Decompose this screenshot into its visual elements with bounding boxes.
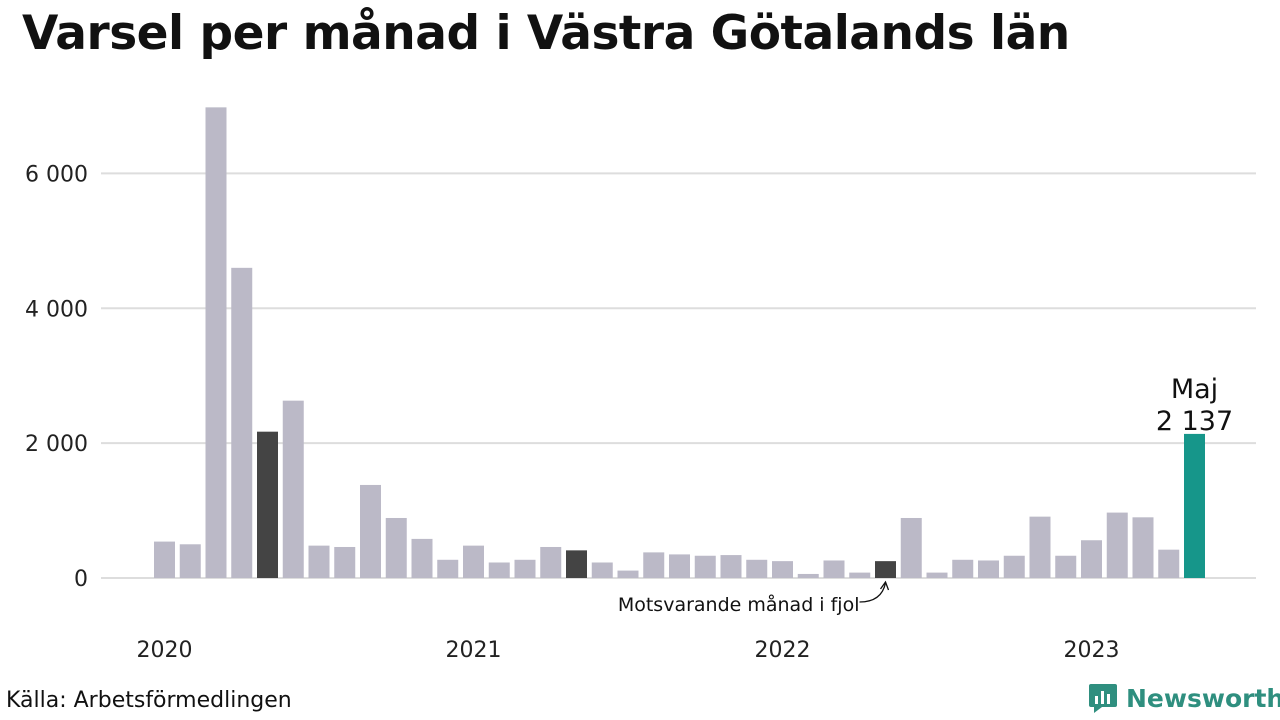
bar [463, 545, 484, 578]
bar [1132, 517, 1154, 578]
bar [746, 559, 768, 578]
bar [823, 560, 845, 578]
bar [282, 400, 304, 578]
bar [411, 538, 433, 578]
x-tick-label: 2023 [1064, 638, 1120, 663]
bar [978, 560, 999, 578]
bar [154, 541, 175, 578]
bar [1158, 549, 1180, 578]
bar [720, 555, 742, 578]
y-tick-label: 4 000 [25, 297, 88, 322]
annotation-text: Motsvarande månad i fjol [618, 593, 860, 616]
newsworthy-logo-icon [1089, 684, 1117, 713]
bar [617, 570, 639, 578]
source-note: Källa: Arbetsförmedlingen [6, 688, 292, 713]
bar [849, 572, 871, 578]
bar [385, 517, 407, 578]
bar [694, 555, 716, 578]
bar [334, 546, 356, 578]
bar [1055, 555, 1077, 578]
bar [669, 554, 690, 578]
bar [875, 561, 896, 578]
bar [437, 559, 459, 578]
y-tick-label: 0 [74, 567, 88, 592]
chart-title: Varsel per månad i Västra Götalands län [22, 6, 1070, 61]
brand-logo: Newsworthy [1088, 683, 1280, 713]
x-tick-label: 2021 [446, 638, 502, 663]
x-tick-label: 2022 [755, 638, 811, 663]
bar [1003, 555, 1025, 578]
bar [643, 552, 665, 578]
highlight-value-label: 2 137 [1156, 406, 1233, 437]
bar [797, 573, 819, 578]
bar [540, 546, 562, 578]
y-tick-label: 2 000 [25, 432, 88, 457]
highlight-month-label: Maj [1171, 374, 1218, 405]
bar [952, 559, 974, 578]
bar [926, 572, 948, 578]
bar [205, 107, 227, 578]
bar [591, 562, 613, 578]
bar [257, 431, 278, 578]
bar [488, 562, 510, 578]
bar [360, 484, 381, 578]
bar [900, 517, 922, 578]
annotation-arrow [859, 582, 887, 603]
brand-name: Newsworthy [1126, 683, 1280, 713]
annotation-arrowhead [879, 580, 890, 591]
bar [566, 550, 587, 578]
bar [1029, 516, 1051, 578]
y-tick-label: 6 000 [25, 162, 88, 187]
x-tick-label: 2020 [137, 638, 193, 663]
bar [1184, 433, 1205, 578]
bars [154, 107, 1205, 578]
bar [231, 267, 253, 578]
bar [772, 561, 793, 578]
bar [1106, 512, 1128, 578]
bar [179, 544, 201, 578]
bar [1081, 540, 1102, 578]
bar [514, 559, 536, 578]
bar [308, 545, 330, 578]
